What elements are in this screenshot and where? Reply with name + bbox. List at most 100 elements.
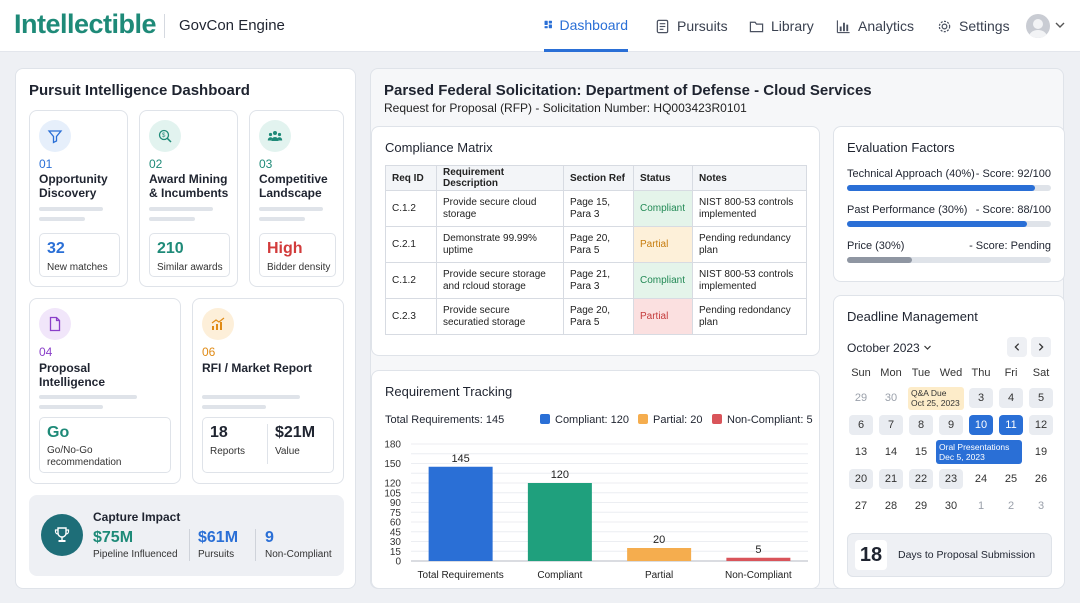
event-date: Dec 5, 2023 — [939, 452, 985, 462]
bar[interactable] — [726, 557, 791, 561]
nav-library[interactable]: Library — [749, 0, 814, 52]
dashboard-icon — [544, 20, 552, 29]
status-badge: Partial — [633, 226, 693, 263]
compliance-matrix: Compliance Matrix Req ID Requirement Des… — [371, 126, 820, 356]
calendar-day[interactable]: 20 — [849, 469, 873, 489]
card-number: 06 — [202, 345, 216, 359]
column-header[interactable]: Notes — [692, 165, 807, 191]
calendar-day[interactable]: 22 — [909, 469, 933, 489]
calendar-day[interactable]: 3 — [1037, 500, 1045, 512]
calendar-day[interactable]: 29 — [854, 392, 868, 404]
cell-line: Para 5 — [570, 316, 600, 328]
description-cell: Provide secure cloud storage — [436, 190, 564, 227]
skeleton-line — [202, 405, 266, 409]
calendar-day[interactable]: 4 — [999, 388, 1023, 408]
stat-value: $21M — [275, 424, 316, 441]
calendar-day[interactable]: 29 — [914, 500, 928, 512]
stat-value: 32 — [47, 240, 65, 257]
calendar-day[interactable]: 12 — [1029, 415, 1053, 435]
factor-label: Past Performance (30%) — [847, 204, 968, 216]
card-competitive-landscape[interactable]: 03 Competitive Landscape High Bidder den… — [249, 110, 344, 287]
table-row[interactable]: C.2.1 Demonstrate 99.99% uptime Page 20, P… — [385, 226, 807, 263]
calendar-day[interactable]: 6 — [849, 415, 873, 435]
next-month-button[interactable] — [1031, 337, 1051, 357]
calendar-day[interactable]: 30 — [884, 392, 898, 404]
chevron-down-icon[interactable] — [1054, 19, 1066, 31]
skeleton-line — [259, 207, 323, 211]
calendar-day[interactable]: 15 — [914, 446, 928, 458]
user-avatar[interactable] — [1026, 14, 1050, 38]
gear-icon — [938, 20, 951, 32]
calendar-day[interactable]: 25 — [1004, 473, 1018, 485]
bar[interactable] — [527, 483, 592, 561]
stat-label: Go/No-Go — [47, 445, 93, 456]
legend-swatch — [638, 414, 648, 424]
bar[interactable] — [627, 548, 692, 561]
calendar-day[interactable]: 19 — [1034, 446, 1048, 458]
calendar-day[interactable]: 5 — [1029, 388, 1053, 408]
capture-value: $75M — [93, 529, 134, 546]
calendar-day[interactable]: 11 — [999, 415, 1023, 435]
cell-line: storage — [443, 208, 477, 220]
calendar-day[interactable]: 23 — [939, 469, 963, 489]
calendar-day[interactable]: 7 — [879, 415, 903, 435]
calendar-day[interactable]: 14 — [884, 446, 898, 458]
calendar-day[interactable]: 2 — [1007, 500, 1015, 512]
section-ref-cell: Page 20, Para 5 — [563, 298, 634, 335]
nav-analytics[interactable]: Analytics — [836, 0, 914, 52]
column-header[interactable]: Req ID — [385, 165, 437, 191]
calendar-day[interactable]: 21 — [879, 469, 903, 489]
card-number: 02 — [149, 157, 163, 171]
column-header[interactable]: Section Ref — [563, 165, 634, 191]
brand-logo[interactable]: Intellectible — [14, 9, 157, 39]
calendar-day[interactable]: 8 — [909, 415, 933, 435]
notes-cell: NIST 800-53 controls implemented — [692, 190, 807, 227]
prev-month-button[interactable] — [1007, 337, 1027, 357]
calendar-day[interactable]: 13 — [854, 446, 868, 458]
nav-pursuits[interactable]: Pursuits — [655, 0, 728, 52]
table-row[interactable]: C.1.2 Provide secure cloud storage Page 1… — [385, 190, 807, 227]
calendar-day[interactable]: 3 — [969, 388, 993, 408]
card-award-mining[interactable]: $ 02 Award Mining & Incumbents 210 Simil… — [139, 110, 238, 287]
card-rfi-market-report[interactable]: 06 RFI / Market Report 18 Reports $21M V… — [192, 298, 344, 484]
nav-settings[interactable]: Settings — [937, 0, 1010, 52]
card-opportunity-discovery[interactable]: 01 Opportunity Discovery 32 New matches — [29, 110, 128, 287]
calendar-day[interactable]: 27 — [854, 500, 868, 512]
calendar-day[interactable]: 1 — [977, 500, 985, 512]
stat-label: Value — [275, 446, 300, 457]
solicitation-subtitle: Request for Proposal (RFP) - Solicitatio… — [384, 101, 747, 115]
calendar-day[interactable]: 24 — [974, 473, 988, 485]
search-dollar-icon: $ — [149, 120, 181, 152]
event-qa-due[interactable]: Q&A Due Oct 25, 2023 — [908, 387, 964, 410]
factor-score: - Score: Pending — [969, 240, 1051, 252]
matrix-title: Compliance Matrix — [385, 140, 493, 155]
table-row[interactable]: C.2.3 Provide secure securatied storage P… — [385, 298, 807, 335]
calendar-day[interactable]: 10 — [969, 415, 993, 435]
skeleton-line — [149, 217, 195, 221]
column-header[interactable]: Requirement Description — [436, 165, 564, 191]
calendar-day[interactable]: 9 — [939, 415, 963, 435]
calendar-day[interactable]: 30 — [944, 500, 958, 512]
section-ref-cell: Page 20, Para 5 — [563, 226, 634, 263]
stat-value: 210 — [157, 240, 184, 257]
capture-value: 9 — [265, 529, 274, 546]
cell-line: Provide secure storage — [443, 268, 546, 280]
card-proposal-intelligence[interactable]: 04 Proposal Intelligence Go Go/No-Go rec… — [29, 298, 181, 484]
column-header[interactable]: Status — [633, 165, 693, 191]
req-id-cell: C.2.3 — [385, 298, 437, 335]
skeleton-line — [149, 207, 213, 211]
factor-score: - Score: 92/100 — [975, 168, 1051, 180]
calendar-day[interactable]: 26 — [1034, 473, 1048, 485]
nav-dashboard[interactable]: Dashboard — [544, 0, 628, 52]
table-row[interactable]: C.1.2 Provide secure storage and rcloud s… — [385, 262, 807, 299]
skeleton-line — [202, 395, 300, 399]
bar[interactable] — [428, 466, 493, 561]
cell-line: and rcloud storage — [443, 280, 526, 292]
event-oral-presentations[interactable]: Oral Presentations Dec 5, 2023 — [936, 440, 1022, 464]
calendar-day[interactable]: 28 — [884, 500, 898, 512]
people-icon — [259, 120, 291, 152]
month-selector[interactable]: October 2023 — [847, 341, 932, 355]
cell-line: securatied storage — [443, 316, 526, 328]
card-name-line2: Discovery — [39, 186, 97, 200]
notes-cell: Pending redondancy plan — [692, 298, 807, 335]
